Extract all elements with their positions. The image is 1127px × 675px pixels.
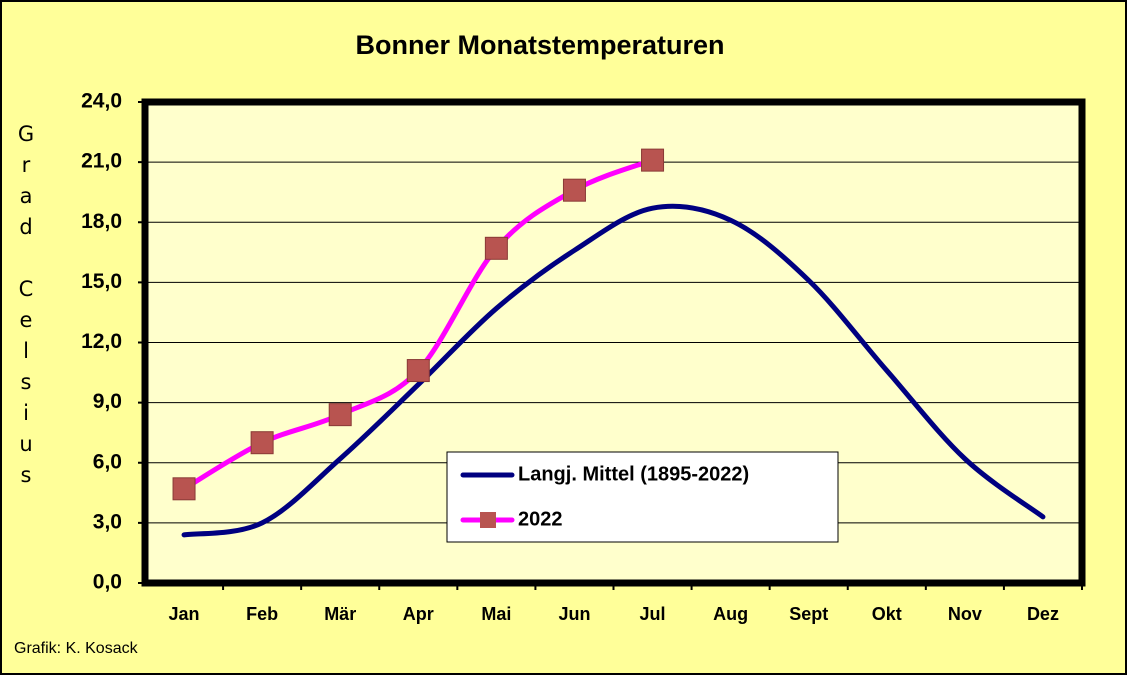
y-tick-label: 3,0: [93, 510, 122, 533]
x-tick-label: Mär: [324, 604, 356, 624]
x-tick-label: Mai: [481, 604, 511, 624]
y-tick-label: 12,0: [81, 330, 122, 353]
legend-label: 2022: [518, 508, 563, 530]
legend: [446, 451, 839, 543]
marker: [484, 236, 508, 260]
y-tick-label: 18,0: [81, 210, 122, 233]
x-tick-label: Jan: [169, 604, 200, 624]
x-tick-label: Apr: [403, 604, 434, 624]
x-tick-label: Okt: [872, 604, 902, 624]
credit: Grafik: K. Kosack: [14, 640, 139, 657]
x-tick-label: Feb: [246, 604, 278, 624]
marker: [562, 178, 586, 202]
y-tick-label: 21,0: [81, 150, 122, 173]
y-axis-label: Grad Celsius: [14, 122, 38, 494]
marker: [406, 359, 430, 383]
x-tick-label: Sept: [789, 604, 828, 624]
y-tick-label: 0,0: [93, 571, 122, 594]
y-tick-label: 9,0: [93, 390, 122, 413]
legend-entries: Langj. Mittel (1895-2022) 2022: [460, 463, 749, 530]
legend-label: Langj. Mittel (1895-2022): [518, 463, 749, 485]
plot-border: [141, 98, 1086, 587]
lines: [172, 148, 1046, 538]
marker: [328, 403, 352, 427]
x-tick-label: Nov: [948, 604, 982, 624]
marker: [641, 148, 665, 172]
y-tick-label: 6,0: [93, 450, 122, 473]
y-tick-label: 15,0: [81, 270, 122, 293]
chart-title: Bonner Monatstemperaturen: [355, 30, 724, 60]
x-tick-label: Dez: [1027, 604, 1059, 624]
marker: [172, 477, 196, 501]
marker: [250, 431, 274, 455]
x-tick-label: Jun: [558, 604, 590, 624]
x-tick-label: Jul: [640, 604, 666, 624]
legend-marker: [480, 512, 496, 528]
y-tick-label: 24,0: [81, 90, 122, 113]
series-line: [181, 203, 1046, 538]
x-tick-label: Aug: [713, 604, 748, 624]
